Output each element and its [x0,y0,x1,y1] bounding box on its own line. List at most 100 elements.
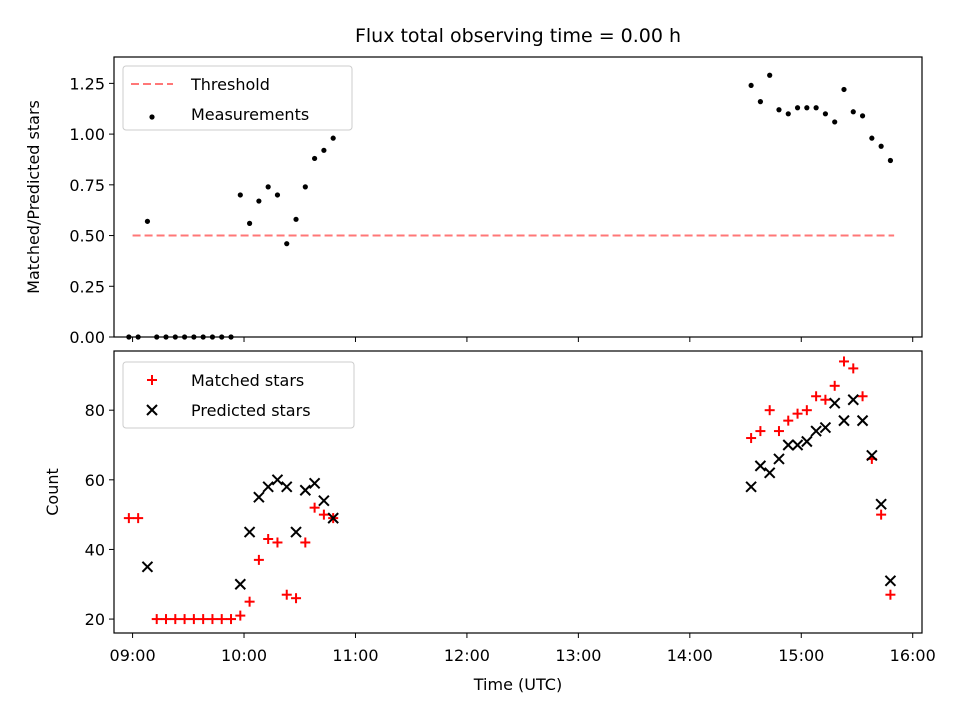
count-panel: 20 40 60 80 09:00 10:00 11:00 12:00 13:00 14:00 1… [43,350,936,694]
measurement-point [748,82,754,89]
matched-star-marker [151,614,162,625]
measurement-point [813,105,819,111]
matched-star-marker [773,426,784,437]
matched-star-marker [244,596,255,607]
ratio-legend-box [122,65,353,131]
measurement-point [794,105,801,111]
ratio-y-tick-label: 1.25 [69,74,105,93]
ratio-y-tick-label: 0.00 [69,328,105,347]
matched-star-marker [820,394,831,405]
predicted-star-marker [308,477,321,490]
x-tick-label: 16:00 [890,646,936,665]
ratio-legend-label: Threshold [190,75,270,94]
ratio-panel: 0.00 0.25 0.50 0.75 1.00 1.25 Matched/Predict… [24,56,923,347]
predicted-star-marker [838,414,850,427]
ratio-y-axis: 0.00 0.25 0.50 0.75 1.00 1.25 [69,74,114,347]
predicted-star-marker [791,439,804,451]
measurement-point [767,72,773,78]
legend-swatch-measurements [149,114,155,120]
predicted-star-marker [234,578,247,590]
predicted-star-marker [773,453,785,465]
measurement-point [256,198,262,204]
predicted-star-marker [141,561,154,573]
count-y-tick-label: 20 [85,610,105,629]
matched-star-marker [764,405,775,416]
matched-star-marker [235,610,246,621]
matched-star-marker [263,534,274,544]
measurement-point [330,135,336,141]
matched-star-marker [746,433,757,444]
x-tick-label: 12:00 [444,646,490,665]
predicted-star-marker [318,494,330,507]
measurement-point [246,220,253,226]
ratio-y-axis-label: Matched/Predicted stars [24,100,43,294]
matched-star-marker [281,589,292,600]
ratio-y-tick-label: 0.50 [69,227,105,246]
measurement-point [312,155,318,162]
matched-star-marker [838,356,849,367]
matched-star-marker [318,509,329,520]
matched-star-marker [783,415,794,426]
predicted-star-marker [847,394,859,406]
matched-star-marker [848,363,859,374]
predicted-star-marker [828,397,841,409]
count-legend: Matched stars Predicted stars [122,361,355,429]
count-legend-entry: Matched stars [147,371,304,390]
ratio-legend-entry: Threshold [131,75,270,94]
count-y-axis-label: Count [43,468,62,516]
matched-star-marker [207,614,218,625]
count-plot-frame [113,350,923,634]
predicted-star-marker [745,481,757,493]
measurement-point [841,86,847,93]
matched-star-marker [253,554,264,565]
measurement-point [822,111,829,117]
measurement-point [785,111,791,117]
matched-star-marker [188,614,199,625]
matched-star-marker [885,589,896,600]
matched-star-marker [161,614,172,625]
x-tick-label: 10:00 [221,646,267,665]
matched-star-marker [801,405,812,416]
matched-star-marker [876,509,887,520]
x-tick-label: 14:00 [667,646,713,665]
measurement-point [887,157,894,164]
predicted-star-marker [801,435,813,448]
matched-star-marker [291,593,302,604]
ratio-legend-label: Measurements [191,105,309,124]
legend-swatch-matched [147,375,157,385]
matched-star-marker [857,391,868,402]
count-y-tick-label: 40 [85,540,105,559]
predicted-star-marker [763,467,776,479]
measurement-point [776,107,782,113]
ratio-legend-entry: Measurements [149,105,309,124]
measurement-point [869,135,875,141]
predicted-star-marker [754,460,767,472]
count-legend-label: Matched stars [191,371,304,390]
predicted-star-marker [810,425,822,437]
predicted-star-marker [262,481,274,493]
matched-star-marker [123,513,134,524]
measurement-point [265,184,271,190]
predicted-star-marker [281,481,293,493]
count-legend-label: Predicted stars [191,401,311,420]
predicted-star-marker [253,491,265,503]
predicted-star-marker [243,526,256,538]
matched-star-marker [811,391,822,402]
legend-swatch-predicted [146,404,158,416]
count-y-tick-label: 80 [85,401,105,420]
x-tick-label: 09:00 [110,646,156,665]
x-axis-label: Time (UTC) [473,675,562,694]
matched-star-marker [170,614,181,625]
measurement-point [302,184,308,190]
matched-star-marker [792,408,803,419]
predicted-star-marker [819,421,832,434]
x-tick-label: 11:00 [332,646,378,665]
measurement-point [832,119,838,125]
count-legend-entry: Predicted stars [146,401,311,420]
ratio-legend: Threshold Measurements [122,65,353,131]
matched-star-marker [309,502,320,513]
ratio-plot-frame [113,56,923,338]
count-y-axis: 20 40 60 80 [85,401,114,629]
predicted-star-marker [327,512,339,524]
count-y-tick-label: 60 [85,471,105,490]
